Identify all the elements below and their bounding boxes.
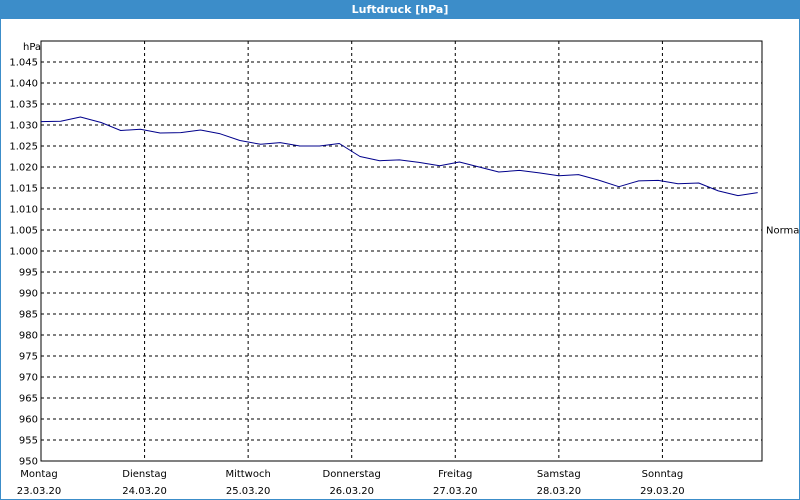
y-tick-label: 970	[19, 373, 38, 384]
x-tick-date-label: 23.03.20	[17, 486, 62, 497]
y-tick-label: 965	[19, 394, 38, 405]
y-tick-label: 960	[19, 415, 38, 426]
x-tick-date-label: 27.03.20	[433, 486, 478, 497]
y-tick-label: 1.000	[9, 247, 38, 258]
x-tick-date-label: 28.03.20	[537, 486, 582, 497]
x-axis-ticks: Montag 23.03.20 Dienstag 24.03.20 Mittwoch 25…	[17, 469, 685, 497]
x-tick-day-label: Dienstag	[122, 469, 167, 480]
x-tick-day-label: Mittwoch	[225, 469, 270, 480]
y-tick-label: 975	[19, 352, 38, 363]
y-tick-label: 1.015	[9, 184, 38, 195]
y-tick-label: 985	[19, 310, 38, 321]
y-tick-label: 1.005	[9, 226, 38, 237]
x-tick-day-label: Sonntag	[642, 469, 684, 480]
normal-reference-label: Normal	[766, 226, 799, 237]
pressure-series-line	[40, 116, 758, 197]
y-tick-label: 1.030	[9, 121, 38, 132]
grid	[41, 41, 762, 461]
y-tick-label: 1.045	[9, 58, 38, 69]
x-tick-date-label: 24.03.20	[122, 486, 167, 497]
series-layer	[40, 116, 758, 197]
x-tick-day-label: Samstag	[537, 469, 581, 480]
y-tick-label: 995	[19, 268, 38, 279]
x-tick-date-label: 25.03.20	[226, 486, 271, 497]
x-tick-day-label: Donnerstag	[323, 469, 381, 480]
x-tick-day-label: Freitag	[438, 469, 472, 480]
y-tick-label: 950	[19, 457, 38, 468]
y-tick-label: 1.010	[9, 205, 38, 216]
x-tick-date-label: 29.03.20	[640, 486, 685, 497]
y-tick-label: 990	[19, 289, 38, 300]
plot-area-border	[40, 40, 763, 462]
y-tick-label: 1.025	[9, 142, 38, 153]
x-tick-day-label: Montag	[20, 469, 57, 480]
x-tick-date-label: 26.03.20	[329, 486, 374, 497]
chart-title: Luftdruck [hPa]	[1, 1, 799, 19]
y-tick-label: 980	[19, 331, 38, 342]
y-tick-label: 1.020	[9, 163, 38, 174]
y-axis-ticks: 1.045 1.040 1.035 1.030 1.025 1.020 1.015 1.010…	[9, 58, 38, 468]
y-axis-unit-label: hPa	[23, 42, 41, 53]
y-tick-label: 955	[19, 436, 38, 447]
y-tick-label: 1.035	[9, 100, 38, 111]
y-tick-label: 1.040	[9, 79, 38, 90]
